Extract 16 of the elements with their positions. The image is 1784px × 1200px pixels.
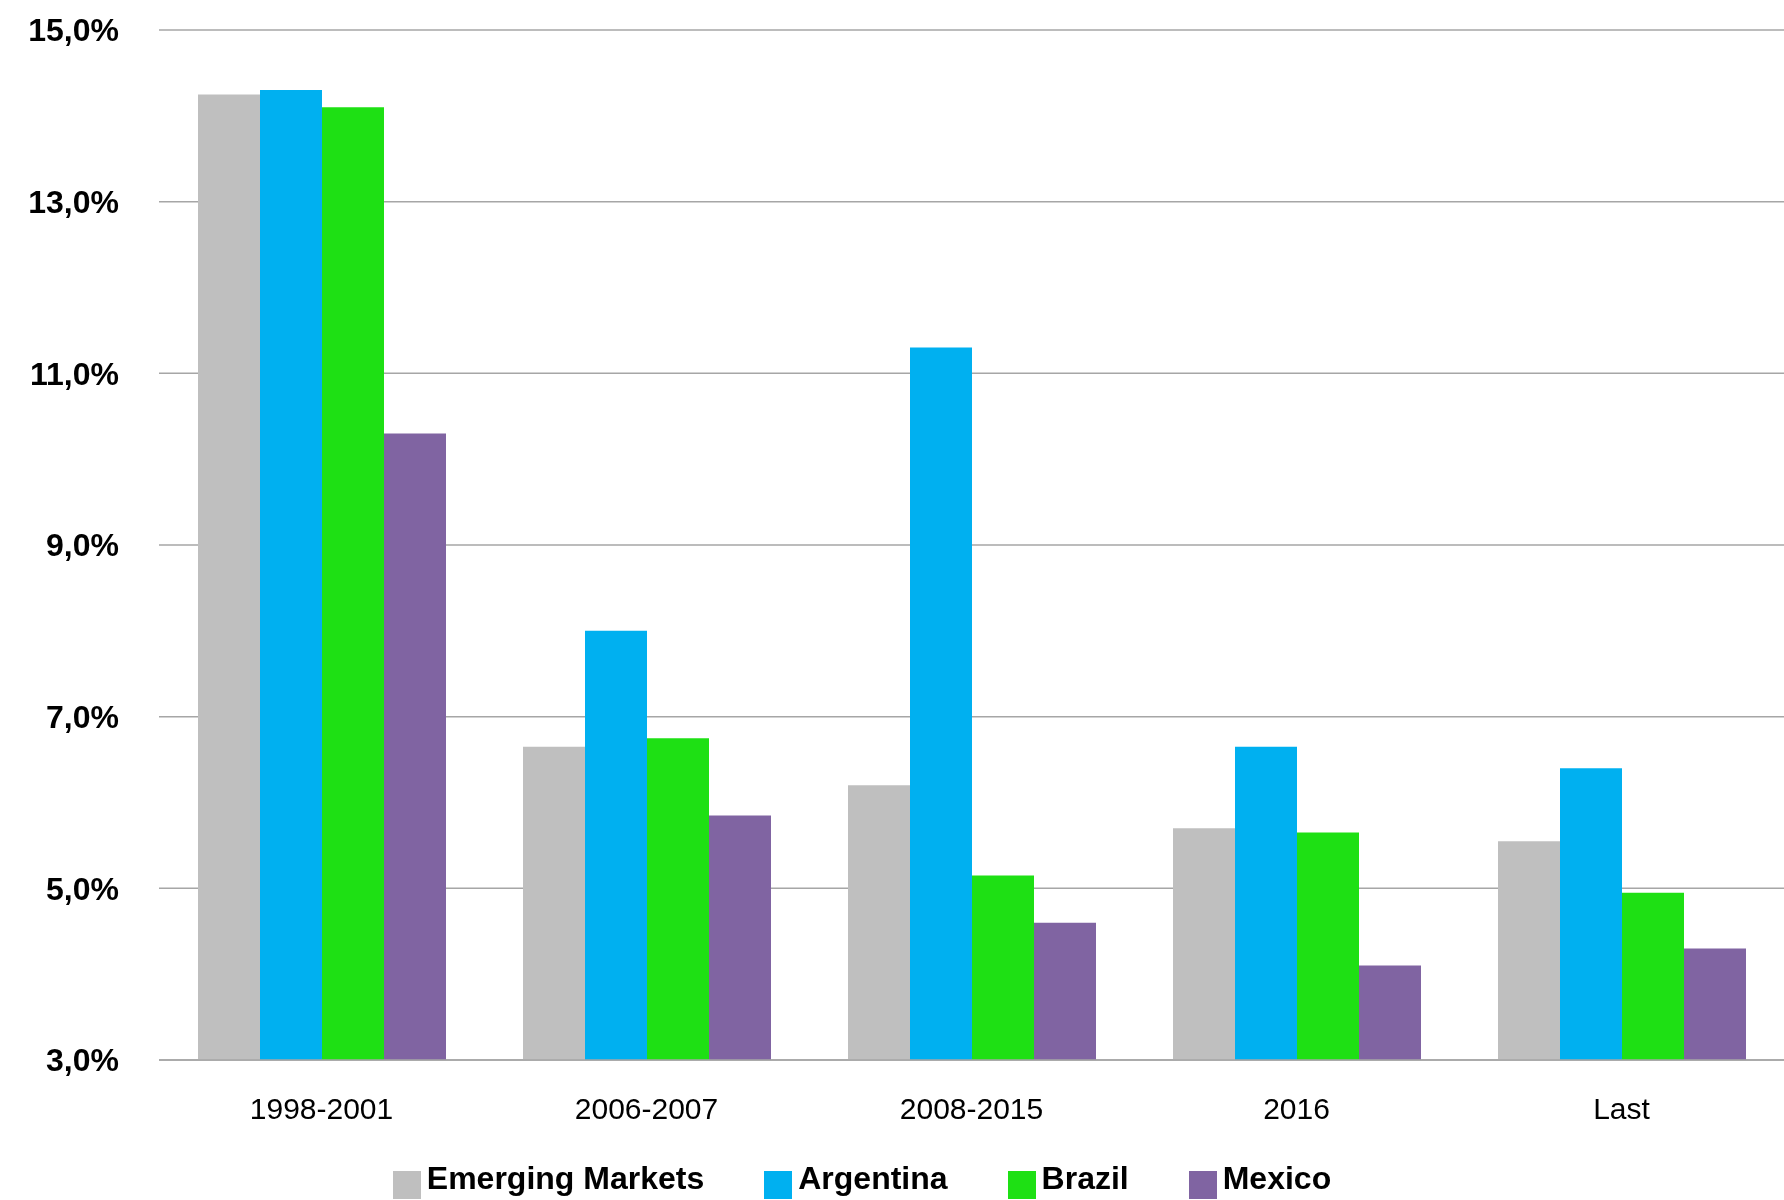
legend-label: Emerging Markets [425,1160,706,1196]
legend-label: Mexico [1221,1160,1333,1196]
y-tick-label: 3,0% [46,1042,119,1079]
y-tick-label: 15,0% [28,12,119,49]
y-tick-label: 7,0% [46,699,119,736]
x-tick-label: 1998-2001 [249,1092,394,1126]
x-tick-label: 2016 [1263,1092,1330,1126]
legend-label: Brazil [1040,1160,1130,1196]
y-tick-label: 11,0% [30,355,119,392]
x-tick-label: 2006-2007 [574,1092,719,1126]
x-tick-label: 2008-2015 [899,1092,1044,1126]
y-tick-label: 9,0% [46,527,119,564]
legend-label: Argentina [797,1160,949,1196]
x-tick-label: Last [1593,1092,1651,1126]
y-tick-label: 5,0% [46,870,119,907]
y-tick-label: 13,0% [28,184,119,221]
